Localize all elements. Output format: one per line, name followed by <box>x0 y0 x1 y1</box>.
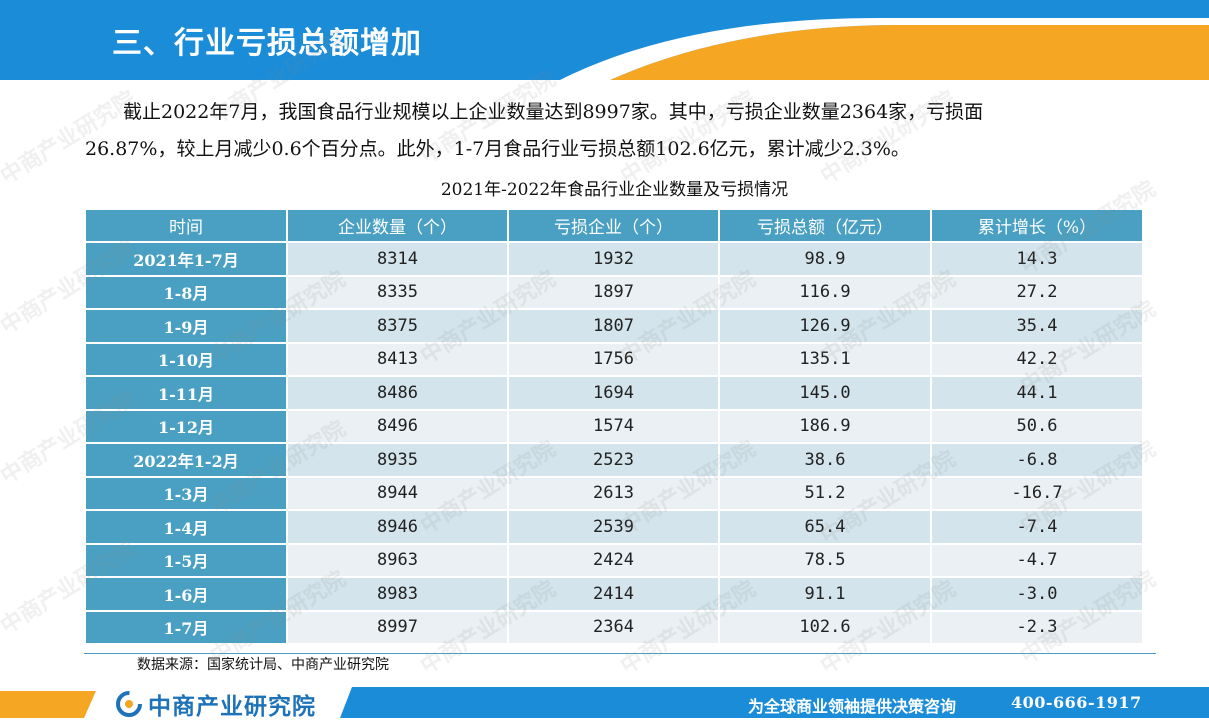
row-period: 1-7月 <box>84 609 288 645</box>
footer-slogan: 为全球商业领袖提供决策咨询 <box>748 697 957 716</box>
column-header-total-loss: 亏损总额（亿元） <box>718 208 932 243</box>
cumulative-growth-cell: 44.1 <box>930 375 1144 411</box>
row-period: 1-11月 <box>84 375 288 411</box>
loss-companies-cell: 2539 <box>507 509 720 545</box>
table-bottom-rule <box>84 653 1156 654</box>
loss-companies-cell: 1574 <box>507 408 720 444</box>
table-header-row: 时间 企业数量（个） 亏损企业（个） 亏损总额（亿元） 累计增长（%） <box>84 208 1144 243</box>
table-row: 1-8月 8335 1897 116.9 27.2 <box>84 274 1144 310</box>
row-period: 2021年1-7月 <box>84 241 288 277</box>
loss-companies-cell: 1694 <box>507 375 720 411</box>
cumulative-growth-cell: 42.2 <box>930 341 1144 377</box>
row-period: 2022年1-2月 <box>84 442 288 478</box>
cumulative-growth-cell: -16.7 <box>930 475 1144 511</box>
total-loss-cell: 91.1 <box>718 576 932 612</box>
cumulative-growth-cell: -6.8 <box>930 442 1144 478</box>
footer-bar: 中商产业研究院 为全球商业领袖提供决策咨询 400-666-1917 <box>0 683 1209 721</box>
total-loss-cell: 98.9 <box>718 241 932 277</box>
header-banner: 三、行业亏损总额增加 <box>0 0 1209 80</box>
summary-line-2: 26.87%，较上月减少0.6个百分点。此外，1-7月食品行业亏损总额102.6… <box>85 138 910 160</box>
summary-paragraph: 截止2022年7月，我国食品行业规模以上企业数量达到8997家。其中，亏损企业数… <box>85 94 1135 168</box>
column-header-company-count: 企业数量（个） <box>286 208 509 243</box>
company-count-cell: 8413 <box>286 341 509 377</box>
total-loss-cell: 135.1 <box>718 341 932 377</box>
table-row: 1-6月 8983 2414 91.1 -3.0 <box>84 576 1144 612</box>
company-count-cell: 8935 <box>286 442 509 478</box>
zhongshang-logo-icon <box>116 691 142 717</box>
loss-companies-cell: 1807 <box>507 308 720 344</box>
company-count-cell: 8946 <box>286 509 509 545</box>
cumulative-growth-cell: 35.4 <box>930 308 1144 344</box>
row-period: 1-3月 <box>84 475 288 511</box>
row-period: 1-5月 <box>84 542 288 578</box>
company-count-cell: 8375 <box>286 308 509 344</box>
summary-line-1: 截止2022年7月，我国食品行业规模以上企业数量达到8997家。其中，亏损企业数… <box>123 101 984 123</box>
footer-background <box>0 687 1209 718</box>
loss-companies-cell: 1756 <box>507 341 720 377</box>
cumulative-growth-cell: -3.0 <box>930 576 1144 612</box>
table-row: 1-5月 8963 2424 78.5 -4.7 <box>84 542 1144 578</box>
table-row: 1-7月 8997 2364 102.6 -2.3 <box>84 609 1144 645</box>
footer-logo-text: 中商产业研究院 <box>148 694 316 720</box>
total-loss-cell: 126.9 <box>718 308 932 344</box>
total-loss-cell: 51.2 <box>718 475 932 511</box>
column-header-cumulative-growth: 累计增长（%） <box>930 208 1144 243</box>
company-count-cell: 8486 <box>286 375 509 411</box>
cumulative-growth-cell: 14.3 <box>930 241 1144 277</box>
header-background <box>0 0 1209 80</box>
company-count-cell: 8963 <box>286 542 509 578</box>
cumulative-growth-cell: -2.3 <box>930 609 1144 645</box>
total-loss-cell: 78.5 <box>718 542 932 578</box>
total-loss-cell: 65.4 <box>718 509 932 545</box>
data-source-note: 数据来源：国家统计局、中商产业研究院 <box>137 657 389 673</box>
table-row: 1-4月 8946 2539 65.4 -7.4 <box>84 509 1144 545</box>
page-title: 三、行业亏损总额增加 <box>112 26 422 61</box>
loss-companies-cell: 1932 <box>507 241 720 277</box>
table-row: 1-12月 8496 1574 186.9 50.6 <box>84 408 1144 444</box>
total-loss-cell: 38.6 <box>718 442 932 478</box>
row-period: 1-8月 <box>84 274 288 310</box>
table-row: 2021年1-7月 8314 1932 98.9 14.3 <box>84 241 1144 277</box>
company-count-cell: 8496 <box>286 408 509 444</box>
company-count-cell: 8997 <box>286 609 509 645</box>
column-header-loss-companies: 亏损企业（个） <box>507 208 720 243</box>
table-row: 1-9月 8375 1807 126.9 35.4 <box>84 308 1144 344</box>
total-loss-cell: 145.0 <box>718 375 932 411</box>
company-count-cell: 8335 <box>286 274 509 310</box>
total-loss-cell: 116.9 <box>718 274 932 310</box>
table-row: 1-10月 8413 1756 135.1 42.2 <box>84 341 1144 377</box>
table-caption: 2021年-2022年食品行业企业数量及亏损情况 <box>440 180 789 200</box>
total-loss-cell: 186.9 <box>718 408 932 444</box>
company-count-cell: 8944 <box>286 475 509 511</box>
row-period: 1-10月 <box>84 341 288 377</box>
row-period: 1-9月 <box>84 308 288 344</box>
data-table: 时间 企业数量（个） 亏损企业（个） 亏损总额（亿元） 累计增长（%） 2021… <box>84 208 1144 645</box>
loss-companies-cell: 2414 <box>507 576 720 612</box>
cumulative-growth-cell: 50.6 <box>930 408 1144 444</box>
row-period: 1-4月 <box>84 509 288 545</box>
footer-logo: 中商产业研究院 <box>116 687 316 721</box>
loss-companies-cell: 2364 <box>507 609 720 645</box>
footer-phone: 400-666-1917 <box>1011 693 1142 712</box>
table-row: 2022年1-2月 8935 2523 38.6 -6.8 <box>84 442 1144 478</box>
cumulative-growth-cell: -7.4 <box>930 509 1144 545</box>
column-header-time: 时间 <box>84 208 288 243</box>
loss-companies-cell: 2523 <box>507 442 720 478</box>
total-loss-cell: 102.6 <box>718 609 932 645</box>
row-period: 1-6月 <box>84 576 288 612</box>
company-count-cell: 8314 <box>286 241 509 277</box>
loss-companies-cell: 2613 <box>507 475 720 511</box>
table-row: 1-3月 8944 2613 51.2 -16.7 <box>84 475 1144 511</box>
cumulative-growth-cell: 27.2 <box>930 274 1144 310</box>
table-row: 1-11月 8486 1694 145.0 44.1 <box>84 375 1144 411</box>
company-count-cell: 8983 <box>286 576 509 612</box>
loss-companies-cell: 2424 <box>507 542 720 578</box>
row-period: 1-12月 <box>84 408 288 444</box>
cumulative-growth-cell: -4.7 <box>930 542 1144 578</box>
loss-companies-cell: 1897 <box>507 274 720 310</box>
